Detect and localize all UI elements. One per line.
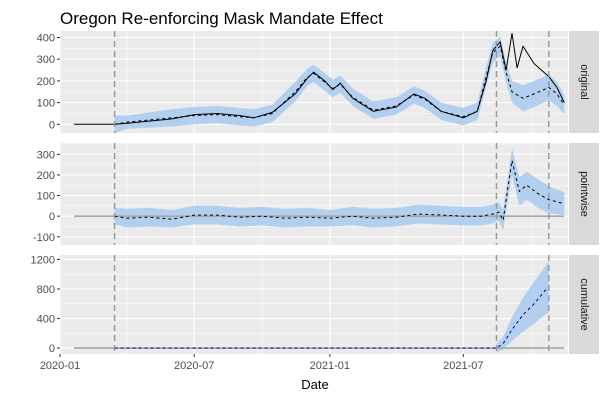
facet-strip: [569, 31, 599, 133]
y-tick-label: 100: [37, 98, 55, 110]
x-tick-label: 2021-01: [310, 360, 350, 372]
y-tick-label: 400: [37, 314, 55, 326]
facet-strip-label: cumulative: [578, 278, 590, 331]
y-tick-label: 800: [37, 284, 55, 296]
y-tick-label: -100: [33, 232, 55, 244]
series-predicted-line: [114, 45, 565, 125]
series-predicted-line: [114, 287, 550, 349]
panel-original: 0 100 200 300 400 original: [37, 31, 599, 133]
facet-panels: 0 100 200 300 400 original -100 0 100 200 300 point…: [31, 31, 599, 355]
panel-cumulative: 0 400 800 1200 cumulative: [31, 254, 599, 355]
confidence-band: [114, 148, 565, 231]
panel-background: [60, 255, 568, 354]
panel-background: [60, 143, 568, 245]
y-tick-label: 200: [37, 170, 55, 182]
y-tick-label: 300: [37, 149, 55, 161]
confidence-band: [496, 260, 549, 353]
facet-strip-label: original: [578, 64, 590, 99]
facet-strip: [569, 255, 599, 354]
chart-title: Oregon Re-enforcing Mask Mandate Effect: [60, 9, 383, 28]
x-tick-label: 2021-07: [443, 360, 483, 372]
y-tick-label: 1200: [31, 254, 55, 266]
series-predicted-line: [114, 160, 565, 222]
y-tick-label: 100: [37, 191, 55, 203]
x-axis-label: Date: [301, 377, 328, 392]
y-tick-label: 0: [49, 211, 55, 223]
x-axis: 2020-01 2020-07 2021-01 2021-07: [40, 354, 483, 372]
y-tick-label: 0: [49, 343, 55, 355]
facet-strip: [569, 143, 599, 245]
y-tick-label: 0: [49, 119, 55, 131]
x-tick-label: 2020-01: [40, 360, 80, 372]
facet-strip-label: pointwise: [578, 171, 590, 217]
x-tick-label: 2020-07: [174, 360, 214, 372]
panel-pointwise: -100 0 100 200 300 pointwise: [33, 143, 599, 245]
y-tick-label: 200: [37, 76, 55, 88]
y-tick-label: 300: [37, 54, 55, 66]
y-tick-label: 400: [37, 33, 55, 45]
series-actual-line: [74, 33, 565, 125]
